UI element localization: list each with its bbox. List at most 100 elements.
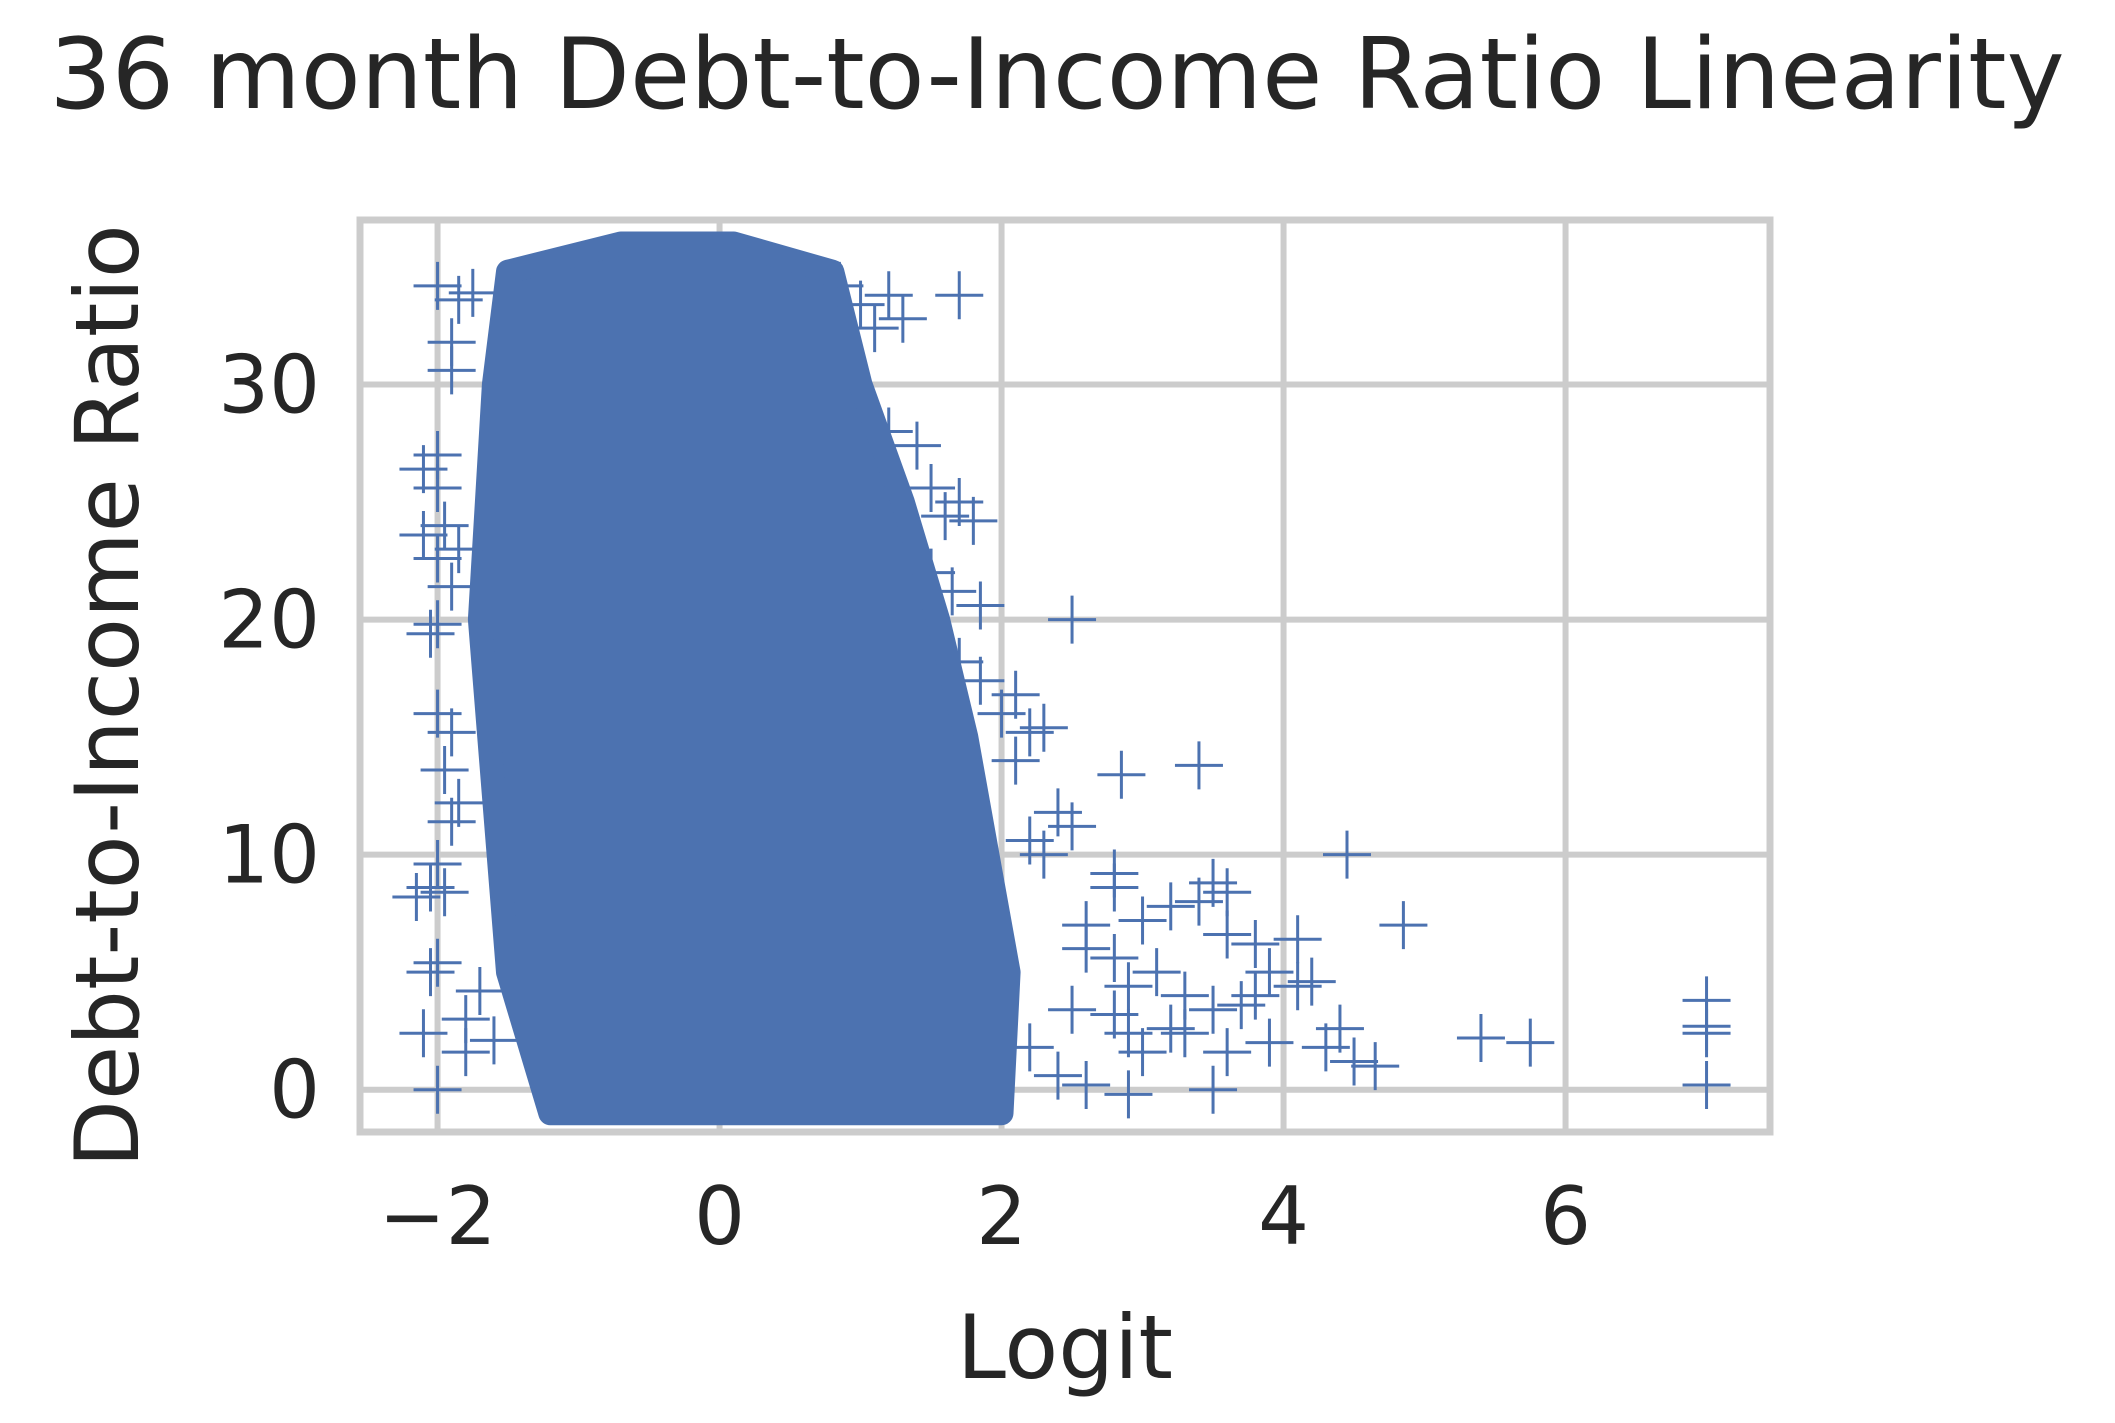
- scatter-point: [1033, 1051, 1082, 1100]
- scatter-point: [921, 492, 970, 541]
- scatter-point: [1048, 985, 1097, 1034]
- scatter-point: [1174, 877, 1223, 926]
- scatter-point: [1104, 962, 1153, 1011]
- scatter-point: [427, 562, 476, 611]
- scatter-point: [427, 708, 476, 757]
- scatter-point: [434, 525, 483, 574]
- scatter-point: [1203, 1028, 1252, 1077]
- scatter-point: [399, 1009, 448, 1058]
- scatter-point: [1330, 1037, 1379, 1086]
- scatter-point: [413, 840, 462, 889]
- scatter-point: [935, 637, 984, 686]
- y-tick-label: 20: [218, 574, 320, 667]
- scatter-point: [1048, 802, 1097, 851]
- dense-point-cloud: [467, 231, 1021, 1126]
- plot-frame: [356, 216, 1774, 1136]
- scatter-point: [427, 346, 476, 395]
- scatter-point: [420, 868, 469, 917]
- scatter-point: [1506, 1018, 1555, 1067]
- scatter-point: [1118, 896, 1167, 945]
- scatter-point: [1104, 1070, 1153, 1119]
- scatter-point: [836, 280, 885, 329]
- scatter-point: [392, 872, 441, 921]
- scatter-point: [1048, 595, 1097, 644]
- scatter-point: [864, 407, 913, 456]
- scatter-point: [1315, 1004, 1364, 1053]
- scatter-point: [1273, 962, 1322, 1011]
- scatter-point: [406, 863, 455, 912]
- scatter-point: [892, 421, 941, 470]
- scatter-point: [1146, 882, 1195, 931]
- scatter-point: [878, 294, 927, 343]
- scatter-point: [413, 938, 462, 987]
- scatter-point: [1019, 830, 1068, 879]
- scatter-point: [850, 304, 899, 353]
- scatter-point: [1062, 924, 1111, 973]
- scatter-point: [1203, 868, 1252, 917]
- scatter-point: [991, 736, 1040, 785]
- scatter-point: [420, 746, 469, 795]
- scatter-point: [413, 600, 462, 649]
- scatter-point: [1062, 1060, 1111, 1109]
- scatter-point: [413, 689, 462, 738]
- scatter-point: [1090, 863, 1139, 912]
- scatter-point: [1203, 910, 1252, 959]
- scatter-point: [956, 656, 1005, 705]
- y-tick-label: 0: [269, 1044, 320, 1137]
- x-tick-label: 2: [976, 1170, 1027, 1263]
- scatter-point: [1174, 741, 1223, 790]
- scatter-point: [1245, 1018, 1294, 1067]
- scatter-point: [434, 275, 483, 324]
- scatter-point: [949, 496, 998, 545]
- scatter-point: [413, 463, 462, 512]
- scatter-point: [1104, 1009, 1153, 1058]
- scatter-point: [928, 567, 977, 616]
- scatter-point: [1005, 816, 1054, 865]
- scatter-point: [469, 1016, 518, 1065]
- scatter-point: [1682, 1009, 1731, 1058]
- x-tick-labels: −2 0 2 4 6: [379, 1170, 1591, 1263]
- scatter-point: [455, 966, 504, 1015]
- chart-title: 36 month Debt-to-Income Ratio Linearity: [49, 18, 2064, 132]
- scatter-point: [434, 778, 483, 827]
- scatter-point: [406, 948, 455, 997]
- scatter-point: [907, 548, 956, 597]
- x-tick-label: −2: [379, 1170, 497, 1263]
- y-tick-label: 10: [218, 809, 320, 902]
- scatter-point: [1160, 1009, 1209, 1058]
- scatter-point: [406, 609, 455, 658]
- scatter-point: [1005, 1023, 1054, 1072]
- x-axis-label: Logit: [957, 1296, 1173, 1399]
- scatter-point: [1456, 1013, 1505, 1062]
- scatter-point: [1090, 990, 1139, 1039]
- scatter-point: [1273, 915, 1322, 964]
- scatter-point: [441, 995, 490, 1044]
- scatter-point: [991, 670, 1040, 719]
- scatter-point: [1146, 1004, 1195, 1053]
- scatter-point: [1217, 981, 1266, 1030]
- scatter-point: [1189, 985, 1238, 1034]
- scatter-point: [1005, 708, 1054, 757]
- x-tick-label: 4: [1258, 1170, 1309, 1263]
- scatter-point: [1301, 1023, 1350, 1072]
- scatter-point: [815, 261, 864, 310]
- scatter-point: [420, 501, 469, 550]
- scatter-point: [935, 478, 984, 527]
- scatter-point: [1097, 750, 1146, 799]
- scatter-point: [1379, 901, 1428, 950]
- x-tick-label: 0: [694, 1170, 745, 1263]
- scatter-point: [864, 271, 913, 320]
- scatter-point: [1245, 948, 1294, 997]
- y-tick-labels: 0 10 20 30: [218, 339, 320, 1137]
- scatter-point: [1682, 1060, 1731, 1109]
- scatter-point: [1323, 830, 1371, 879]
- scatter-point: [935, 271, 984, 320]
- scatter-point: [413, 261, 462, 310]
- scatter-point: [1231, 919, 1280, 968]
- scatter-point: [1231, 971, 1280, 1020]
- scatter-point: [1019, 703, 1068, 752]
- x-tick-label: 6: [1540, 1170, 1591, 1263]
- scatter-points: [392, 261, 1731, 1119]
- scatter-point: [413, 1065, 462, 1114]
- scatter-point: [1189, 1065, 1238, 1114]
